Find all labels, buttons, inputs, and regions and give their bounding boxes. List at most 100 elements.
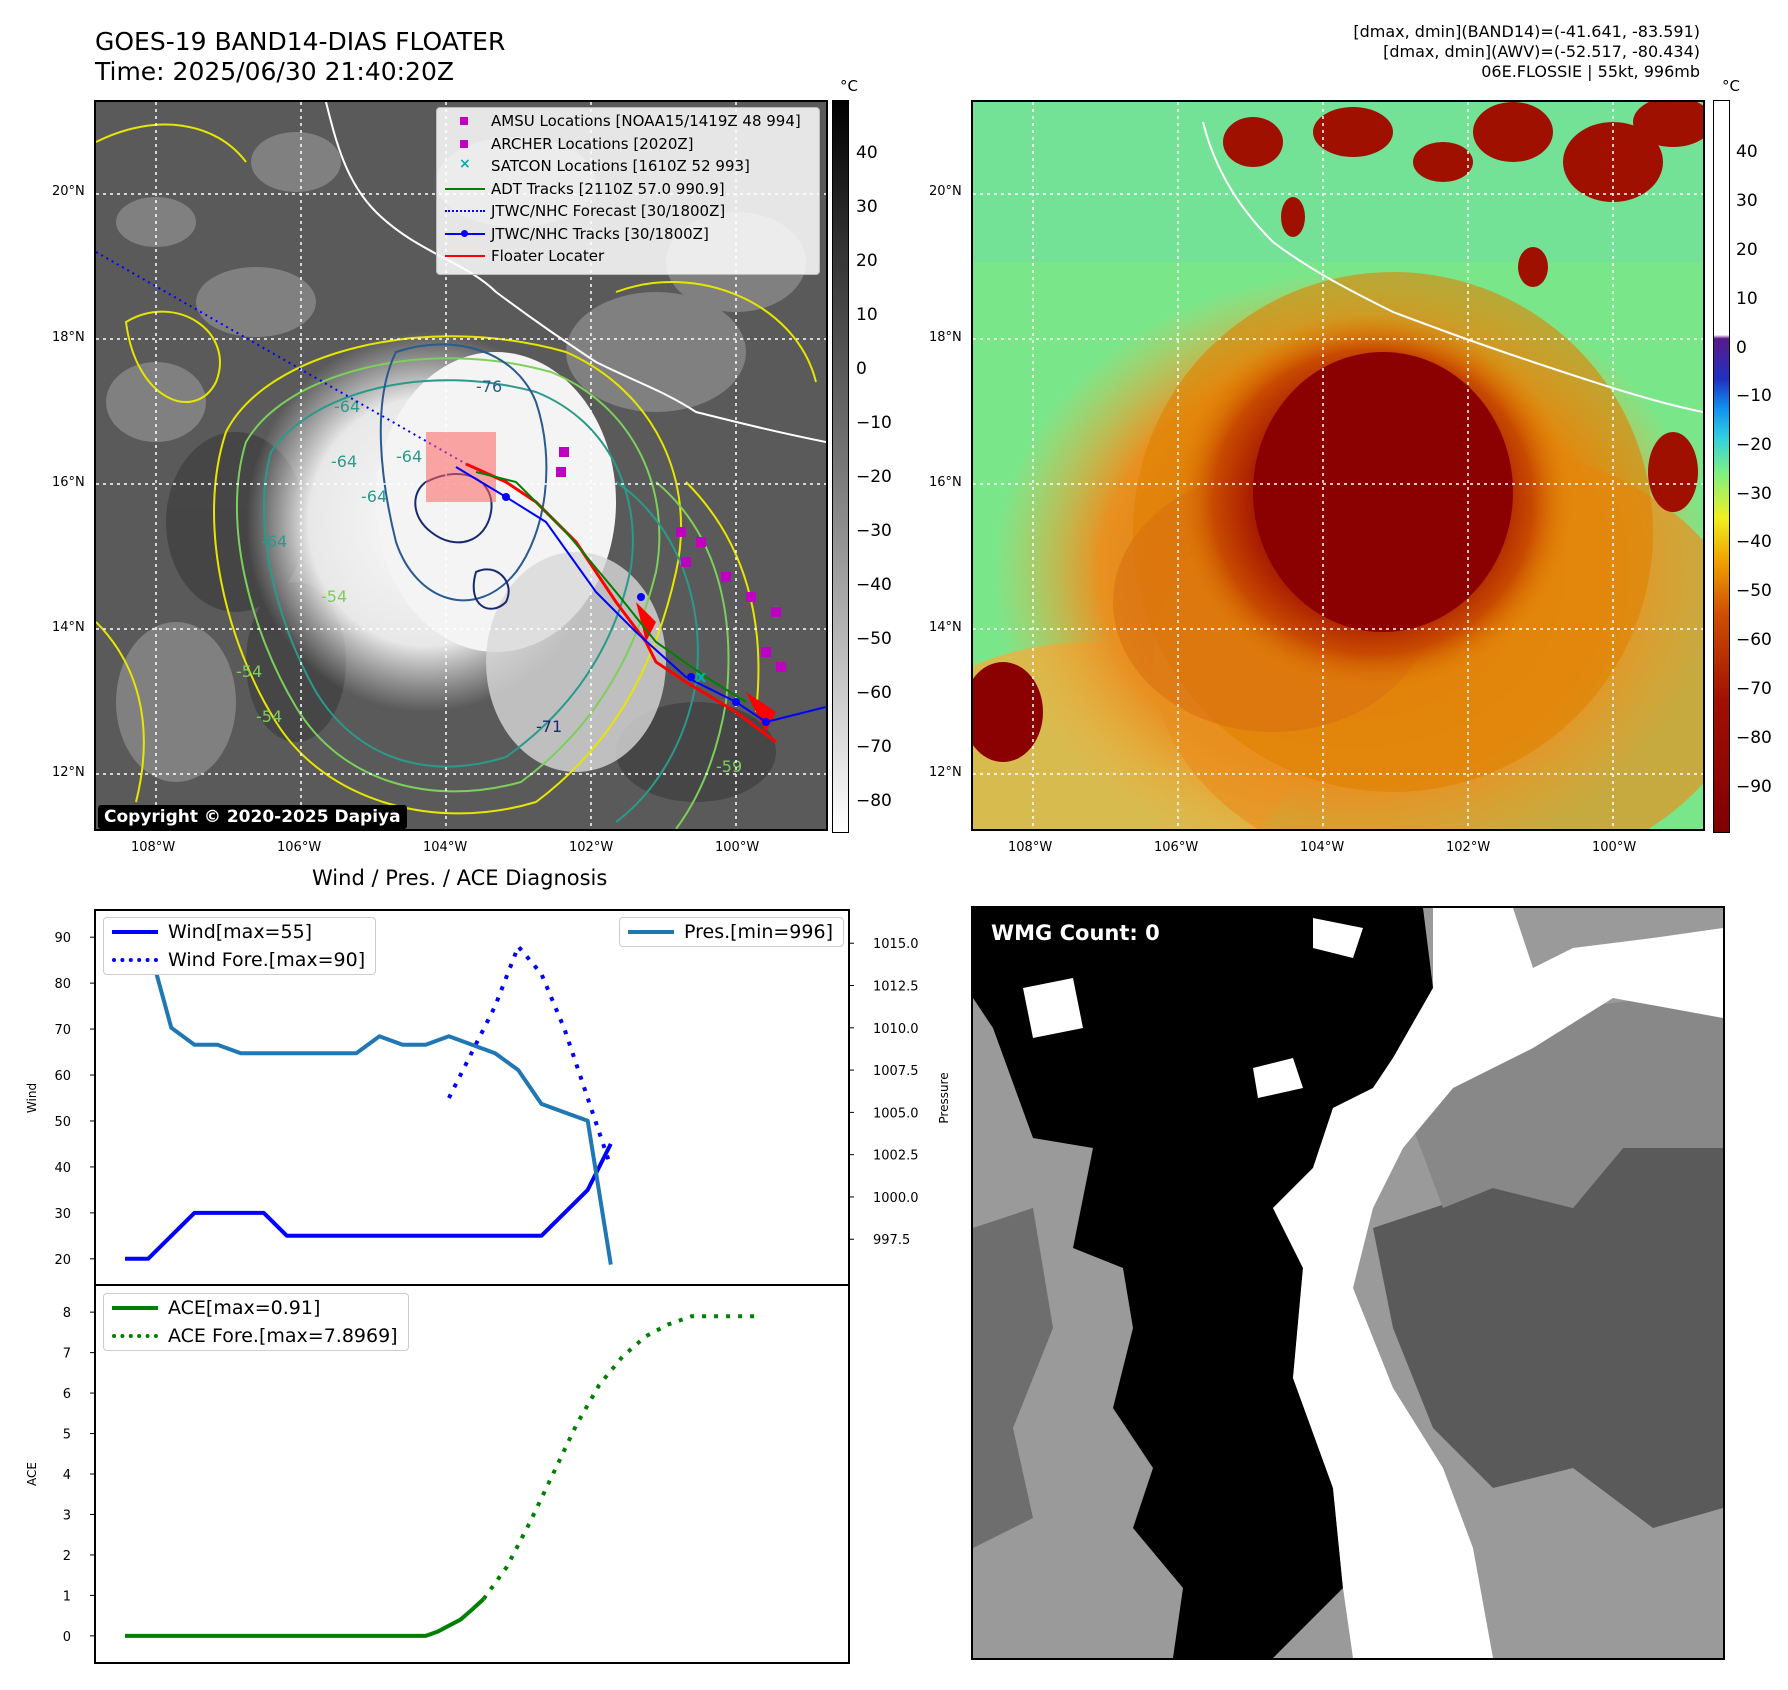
colorbar-tick: −50: [1736, 581, 1772, 601]
y2-tick-label: 1015.0: [873, 937, 919, 952]
contour-label: -71: [536, 717, 562, 736]
floater-box: [426, 432, 496, 502]
y2-tick-label: 1000.0: [873, 1191, 919, 1206]
ace-legend: ACE[max=0.91] ACE Fore.[max=7.8969]: [103, 1293, 409, 1351]
lat-label: 16°N: [929, 475, 962, 490]
legend-item-archer: ARCHER Locations [2020Z]: [437, 133, 819, 156]
diagnosis-title: Wind / Pres. / ACE Diagnosis: [312, 866, 608, 890]
map-legend: AMSU Locations [NOAA15/1419Z 48 994] ARC…: [436, 107, 820, 275]
legend-item-pressure: Pres.[min=996]: [620, 918, 843, 946]
y-axis-label: ACE: [25, 1462, 39, 1486]
colorbar-tick: −60: [856, 683, 892, 703]
colorbar-tick: −80: [1736, 728, 1772, 748]
wind-pressure-chart: 20 30 40 50 60 70 80 90 Wind 997.5 1000.0 1002.5 100…: [25, 931, 951, 1268]
colorbar-tick: 30: [856, 197, 878, 217]
colorbar-tick: 0: [1736, 338, 1747, 358]
y2-tick-label: 997.5: [873, 1233, 910, 1248]
legend-item-wind: Wind[max=55]: [104, 918, 375, 946]
copyright-label: Copyright © 2020-2025 Dapiya: [98, 805, 407, 829]
legend-label: Pres.[min=996]: [684, 921, 833, 943]
diagnosis-chart: 2030405060708090Wind997.51000.01002.5100…: [25, 909, 951, 1664]
dmax-awv-text: [dmax, dmin](AWV)=(-52.517, -80.434): [1383, 42, 1700, 61]
legend-item-amsu: AMSU Locations [NOAA15/1419Z 48 994]: [437, 110, 819, 133]
contour-label: -76: [476, 377, 502, 396]
y-tick-label: 3: [63, 1508, 71, 1523]
lon-label: 102°W: [569, 840, 614, 855]
colorbar-right: [1713, 100, 1730, 833]
colorbar-tick: 10: [856, 305, 878, 325]
y-tick-label: 8: [63, 1306, 71, 1321]
contour-label: -64: [334, 397, 360, 416]
legend-label: ACE[max=0.91]: [168, 1297, 321, 1319]
lon-label: 108°W: [131, 840, 176, 855]
y-tick-label: 0: [63, 1630, 71, 1645]
colorbar-tick: −70: [1736, 679, 1772, 699]
lon-label: 108°W: [1008, 840, 1053, 855]
legend-item-forecast: JTWC/NHC Forecast [30/1800Z]: [437, 200, 819, 223]
y2-tick-label: 1002.5: [873, 1149, 919, 1164]
contour-label: -64: [361, 487, 387, 506]
legend-item-ace: ACE[max=0.91]: [104, 1294, 408, 1322]
legend-label: ACE Fore.[max=7.8969]: [168, 1325, 398, 1347]
colorbar-tick: −20: [1736, 435, 1772, 455]
legend-label: ADT Tracks [2110Z 57.0 990.9]: [491, 179, 725, 198]
lon-label: 100°W: [715, 840, 760, 855]
chart-title-line2: Time: 2025/06/30 21:40:20Z: [95, 57, 454, 86]
legend-label: Wind[max=55]: [168, 921, 313, 943]
legend-label: JTWC/NHC Tracks [30/1800Z]: [491, 224, 709, 243]
y-tick-label: 7: [63, 1347, 71, 1362]
y-tick-label: 2: [63, 1549, 71, 1564]
lon-label: 102°W: [1446, 840, 1491, 855]
contour-label: -54: [256, 707, 282, 726]
series-line-wind: [125, 1143, 613, 1261]
colorbar-tick: −30: [1736, 484, 1772, 504]
y2-tick-label: 1012.5: [873, 980, 919, 995]
y-tick-label: 30: [54, 1207, 71, 1222]
colorbar-tick: −90: [1736, 777, 1772, 797]
lat-label: 12°N: [929, 765, 962, 780]
legend-item-adt: ADT Tracks [2110Z 57.0 990.9]: [437, 178, 819, 201]
colorbar-tick: −20: [856, 467, 892, 487]
lon-label: 104°W: [423, 840, 468, 855]
ir-map-panel: -76 -64 -64 -64 -54 -54 -64 -64 -54 -59 …: [94, 100, 828, 831]
lon-label: 100°W: [1592, 840, 1637, 855]
y2-tick-label: 1010.0: [873, 1022, 919, 1037]
svg-text:x: x: [696, 667, 707, 686]
y-tick-label: 6: [63, 1387, 71, 1402]
lat-label: 20°N: [929, 184, 962, 199]
colorbar-tick: −40: [856, 575, 892, 595]
legend-label: JTWC/NHC Forecast [30/1800Z]: [491, 202, 726, 221]
contour-label: -54: [236, 662, 262, 681]
y2-axis-label: Pressure: [937, 1072, 951, 1123]
y2-tick-label: 1005.0: [873, 1106, 919, 1121]
lat-label: 14°N: [52, 620, 85, 635]
series-line-pres-: [125, 941, 613, 1265]
contour-label: -59: [716, 757, 742, 776]
colorbar-tick: −60: [1736, 630, 1772, 650]
colorbar-tick: 10: [1736, 289, 1758, 309]
series-line-wind-fore-: [447, 944, 613, 1168]
legend-label: Floater Locater: [491, 247, 605, 266]
contour-label: -64: [261, 532, 287, 551]
y-tick-label: 20: [54, 1253, 71, 1268]
colorbar-tick: 0: [856, 359, 867, 379]
y-tick-label: 70: [54, 1023, 71, 1038]
colorbar-tick: 40: [856, 143, 878, 163]
legend-label: AMSU Locations [NOAA15/1419Z 48 994]: [491, 112, 801, 131]
y-axis-label: Wind: [25, 1083, 39, 1113]
ace-chart: 0 1 2 3 4 5 6 7 8 ACE: [25, 1306, 762, 1645]
colorbar-tick: −40: [1736, 532, 1772, 552]
contour-label: -54: [321, 587, 347, 606]
y-tick-label: 60: [54, 1069, 71, 1084]
lat-label: 14°N: [929, 620, 962, 635]
lat-label: 12°N: [52, 765, 85, 780]
y2-tick-label: 1007.5: [873, 1064, 919, 1079]
legend-label: ARCHER Locations [2020Z]: [491, 134, 694, 153]
y-tick-label: 1: [63, 1589, 71, 1604]
y-tick-label: 5: [63, 1428, 71, 1443]
series-line-ace-fore-: [481, 1314, 762, 1601]
wind-legend: Wind[max=55] Wind Fore.[max=90]: [103, 917, 377, 975]
y-tick-label: 90: [54, 931, 71, 946]
y-tick-label: 4: [63, 1468, 71, 1483]
wmg-panel: WMG Count: 0: [971, 906, 1725, 1660]
